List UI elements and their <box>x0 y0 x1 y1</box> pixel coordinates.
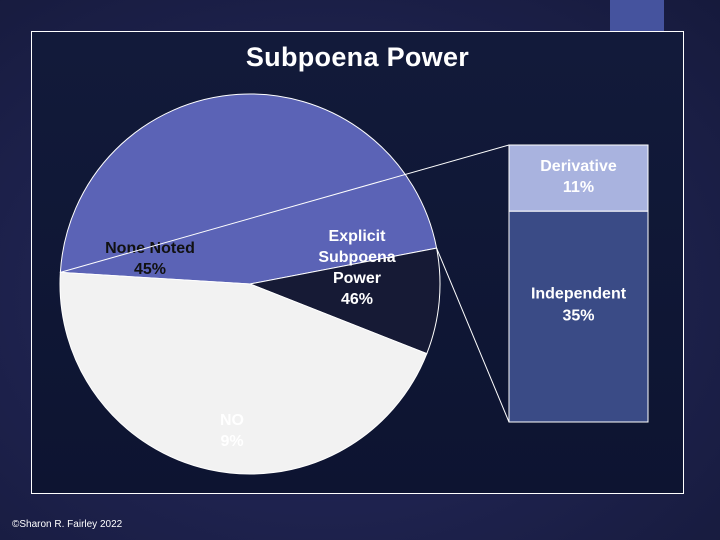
pie-label-no: NO 9% <box>220 412 244 450</box>
pie-slice-explicit-subpoena-power <box>59 93 438 285</box>
connector-line-top <box>60 144 510 273</box>
breakdown-bar-derivative <box>508 144 649 212</box>
breakdown-label-derivative: Derivative 11% <box>540 158 617 196</box>
pie-slice-none-noted <box>59 271 428 475</box>
pie-label-none-noted: None Noted 45% <box>105 240 195 278</box>
chart-title: Subpoena Power <box>245 42 470 72</box>
breakdown-label-independent: Independent 35% <box>531 286 627 325</box>
breakdown-bar-independent <box>508 210 649 423</box>
connector-line-bottom <box>436 247 510 423</box>
copyright-footer: ©Sharon R. Fairley 2022 <box>12 519 123 530</box>
pie-slice-no <box>248 247 441 355</box>
pie-label-explicit-subpoena-power: Explicit Subpoena Power 46% <box>318 228 395 308</box>
